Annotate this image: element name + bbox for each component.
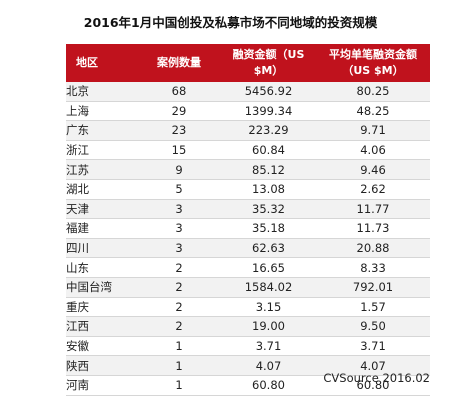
cell-region: 四川 bbox=[66, 238, 137, 259]
cell-region: 天津 bbox=[66, 199, 137, 220]
cell-avg: 48.25 bbox=[316, 101, 430, 122]
table-header-row: 地区 案例数量 融资金额（US $M） 平均单笔融资金额 （US $M） bbox=[66, 44, 430, 82]
cell-avg: 1.57 bbox=[316, 297, 430, 318]
table-row: 湖北 5 13.08 2.62 bbox=[66, 179, 430, 200]
cell-avg: 2.62 bbox=[316, 179, 430, 200]
table-row: 江苏 9 85.12 9.46 bbox=[66, 159, 430, 180]
cell-amount: 62.63 bbox=[221, 238, 316, 259]
table-row: 广东 23 223.29 9.71 bbox=[66, 120, 430, 141]
column-header-region: 地区 bbox=[66, 44, 137, 82]
table-row: 天津 3 35.32 11.77 bbox=[66, 199, 430, 220]
cell-region: 浙江 bbox=[66, 140, 137, 161]
cell-amount: 1584.02 bbox=[221, 277, 316, 298]
cell-region: 中国台湾 bbox=[66, 277, 137, 298]
cell-region: 江西 bbox=[66, 316, 137, 337]
investment-table: 地区 案例数量 融资金额（US $M） 平均单笔融资金额 （US $M） 北京 6… bbox=[66, 44, 430, 396]
column-header-amount-line1: 融资金额（US bbox=[232, 48, 305, 61]
cell-avg: 3.71 bbox=[316, 336, 430, 357]
table-row: 北京 68 5456.92 80.25 bbox=[66, 82, 430, 102]
cell-avg: 11.73 bbox=[316, 218, 430, 239]
cell-count: 2 bbox=[137, 257, 221, 278]
cell-count: 3 bbox=[137, 199, 221, 220]
cell-amount: 35.32 bbox=[221, 199, 316, 220]
cell-amount: 19.00 bbox=[221, 316, 316, 337]
cell-avg: 792.01 bbox=[316, 277, 430, 298]
cell-amount: 3.71 bbox=[221, 336, 316, 357]
cell-amount: 3.15 bbox=[221, 297, 316, 318]
cell-count: 1 bbox=[137, 355, 221, 376]
cell-count: 5 bbox=[137, 179, 221, 200]
table-row: 中国台湾 2 1584.02 792.01 bbox=[66, 277, 430, 298]
cell-avg: 11.77 bbox=[316, 199, 430, 220]
cell-region: 江苏 bbox=[66, 159, 137, 180]
cell-amount: 1399.34 bbox=[221, 101, 316, 122]
column-header-amount-line2: $M） bbox=[253, 64, 284, 77]
cell-count: 1 bbox=[137, 375, 221, 396]
cell-amount: 5456.92 bbox=[221, 82, 316, 102]
column-header-avg-line1: 平均单笔融资金额 bbox=[329, 48, 417, 61]
table-body: 北京 68 5456.92 80.25 上海 29 1399.34 48.25 广东 23 223.… bbox=[66, 82, 430, 396]
cell-amount: 13.08 bbox=[221, 179, 316, 200]
cell-avg: 9.71 bbox=[316, 120, 430, 141]
cell-region: 重庆 bbox=[66, 297, 137, 318]
column-header-count: 案例数量 bbox=[137, 44, 221, 82]
cell-count: 1 bbox=[137, 336, 221, 357]
cell-count: 9 bbox=[137, 159, 221, 180]
cell-region: 湖北 bbox=[66, 179, 137, 200]
cell-avg: 4.07 bbox=[316, 355, 430, 376]
cell-amount: 60.80 bbox=[221, 375, 316, 396]
column-header-amount: 融资金额（US $M） bbox=[221, 44, 316, 82]
table-row: 山东 2 16.65 8.33 bbox=[66, 257, 430, 278]
cell-amount: 85.12 bbox=[221, 159, 316, 180]
cell-count: 15 bbox=[137, 140, 221, 161]
cell-amount: 60.84 bbox=[221, 140, 316, 161]
cell-region: 陕西 bbox=[66, 355, 137, 376]
cell-count: 2 bbox=[137, 316, 221, 337]
source-note: CVSource 2016.02 bbox=[323, 371, 430, 385]
cell-amount: 223.29 bbox=[221, 120, 316, 141]
table-row: 福建 3 35.18 11.73 bbox=[66, 218, 430, 239]
table-row: 四川 3 62.63 20.88 bbox=[66, 238, 430, 259]
cell-avg: 8.33 bbox=[316, 257, 430, 278]
cell-count: 3 bbox=[137, 238, 221, 259]
table-row: 河南 1 60.80 60.80 bbox=[66, 375, 430, 396]
table-row: 安徽 1 3.71 3.71 bbox=[66, 336, 430, 357]
cell-count: 68 bbox=[137, 82, 221, 102]
cell-avg: 20.88 bbox=[316, 238, 430, 259]
cell-region: 广东 bbox=[66, 120, 137, 141]
cell-count: 2 bbox=[137, 297, 221, 318]
cell-avg: 60.80 bbox=[316, 375, 430, 396]
cell-region: 山东 bbox=[66, 257, 137, 278]
cell-amount: 16.65 bbox=[221, 257, 316, 278]
cell-region: 上海 bbox=[66, 101, 137, 122]
cell-count: 3 bbox=[137, 218, 221, 239]
cell-count: 23 bbox=[137, 120, 221, 141]
column-header-avg: 平均单笔融资金额 （US $M） bbox=[316, 44, 430, 82]
cell-avg: 9.46 bbox=[316, 159, 430, 180]
cell-region: 福建 bbox=[66, 218, 137, 239]
cell-region: 北京 bbox=[66, 82, 137, 102]
cell-region: 河南 bbox=[66, 375, 137, 396]
cell-avg: 80.25 bbox=[316, 82, 430, 102]
table-row: 上海 29 1399.34 48.25 bbox=[66, 101, 430, 122]
cell-amount: 4.07 bbox=[221, 355, 316, 376]
column-header-avg-line2: （US $M） bbox=[342, 64, 404, 77]
cell-amount: 35.18 bbox=[221, 218, 316, 239]
table-row: 重庆 2 3.15 1.57 bbox=[66, 297, 430, 318]
table-row: 陕西 1 4.07 4.07 bbox=[66, 355, 430, 376]
cell-avg: 9.50 bbox=[316, 316, 430, 337]
page-title: 2016年1月中国创投及私募市场不同地域的投资规模 bbox=[83, 15, 378, 30]
cell-region: 安徽 bbox=[66, 336, 137, 357]
table-row: 江西 2 19.00 9.50 bbox=[66, 316, 430, 337]
cell-count: 2 bbox=[137, 277, 221, 298]
cell-avg: 4.06 bbox=[316, 140, 430, 161]
table-row: 浙江 15 60.84 4.06 bbox=[66, 140, 430, 161]
cell-count: 29 bbox=[137, 101, 221, 122]
